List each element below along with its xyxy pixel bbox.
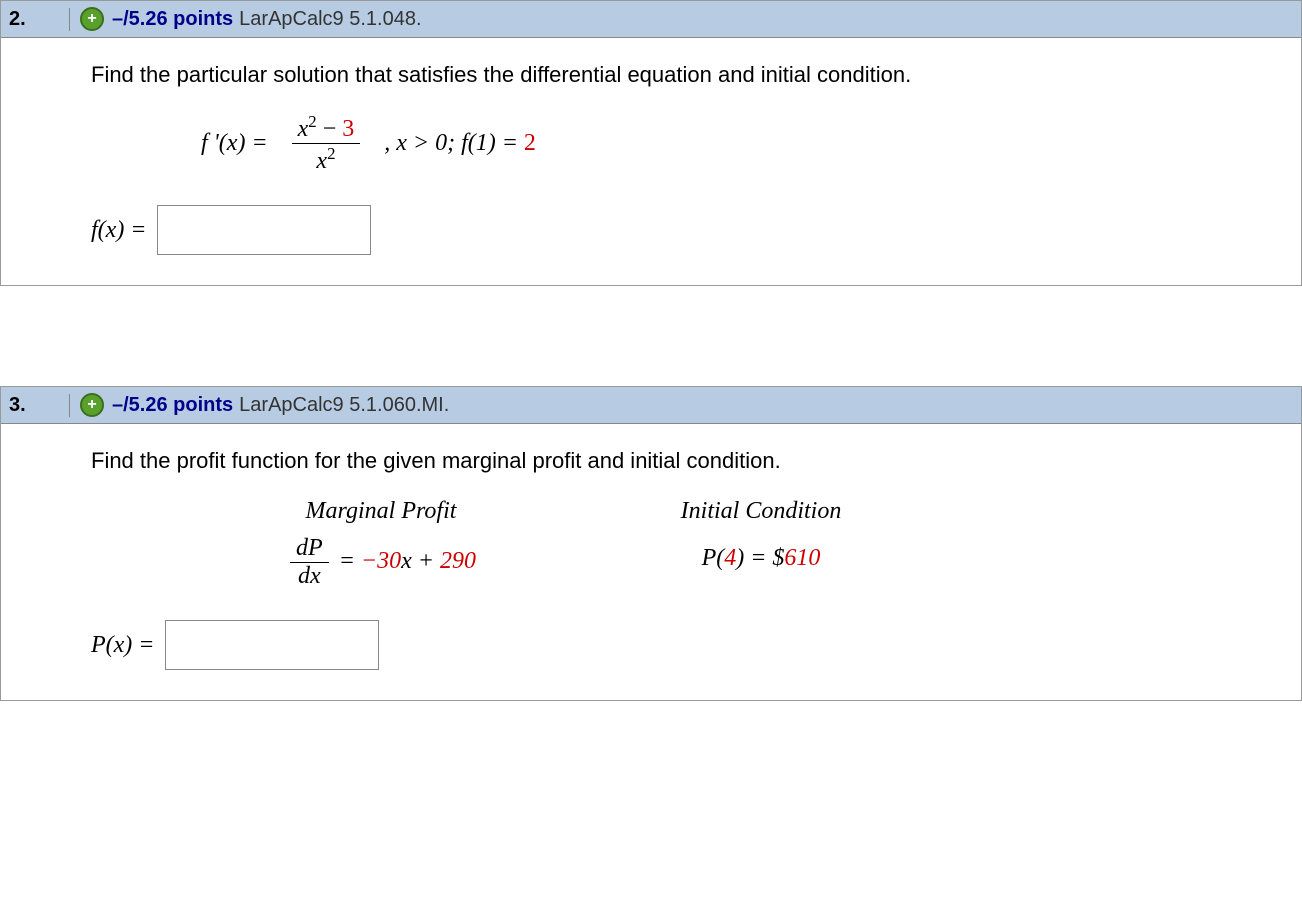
question-number: 2. (5, 8, 70, 31)
question-body: Find the profit function for the given m… (1, 424, 1301, 700)
fraction: x2 − 3 x2 (292, 112, 361, 175)
equation-row: f '(x) = x2 − 3 x2 , x > 0; f(1) = 2 (91, 112, 1277, 175)
answer-row: P(x) = (91, 620, 1277, 670)
dP-dx-fraction: dP dx (290, 535, 329, 590)
initial-condition-column: Initial Condition P(4) = $610 (631, 498, 891, 590)
question-header: 2. + –/5.26 points LarApCalc9 5.1.048. (1, 1, 1301, 38)
question-3: 3. + –/5.26 points LarApCalc9 5.1.060.MI… (0, 386, 1302, 701)
expand-icon[interactable]: + (80, 393, 104, 417)
marginal-profit-column: Marginal Profit dP dx = −30x + 290 (251, 498, 511, 590)
question-body: Find the particular solution that satisf… (1, 38, 1301, 285)
fraction-denominator: x2 (310, 144, 341, 175)
equation-lhs: f '(x) = (201, 130, 268, 157)
answer-input[interactable] (165, 620, 379, 670)
marginal-profit-equation: dP dx = −30x + 290 (251, 535, 511, 590)
column-header: Initial Condition (631, 498, 891, 525)
question-prompt: Find the profit function for the given m… (91, 448, 1277, 474)
equation-tail: , x > 0; f(1) = 2 (384, 130, 536, 157)
fraction-numerator: x2 − 3 (292, 112, 361, 144)
answer-input[interactable] (157, 205, 371, 255)
question-prompt: Find the particular solution that satisf… (91, 62, 1277, 88)
question-source: LarApCalc9 5.1.048. (239, 8, 421, 31)
points-label: –/5.26 points (112, 394, 233, 417)
expand-icon[interactable]: + (80, 7, 104, 31)
answer-label: P(x) = (91, 632, 155, 659)
initial-condition-value: P(4) = $610 (631, 535, 891, 572)
question-header: 3. + –/5.26 points LarApCalc9 5.1.060.MI… (1, 387, 1301, 424)
two-column-data: Marginal Profit dP dx = −30x + 290 Initi… (91, 498, 1277, 590)
question-source: LarApCalc9 5.1.060.MI. (239, 394, 449, 417)
question-2: 2. + –/5.26 points LarApCalc9 5.1.048. F… (0, 0, 1302, 286)
column-header: Marginal Profit (251, 498, 511, 525)
question-number: 3. (5, 394, 70, 417)
answer-row: f(x) = (91, 205, 1277, 255)
points-label: –/5.26 points (112, 8, 233, 31)
answer-label: f(x) = (91, 217, 147, 244)
